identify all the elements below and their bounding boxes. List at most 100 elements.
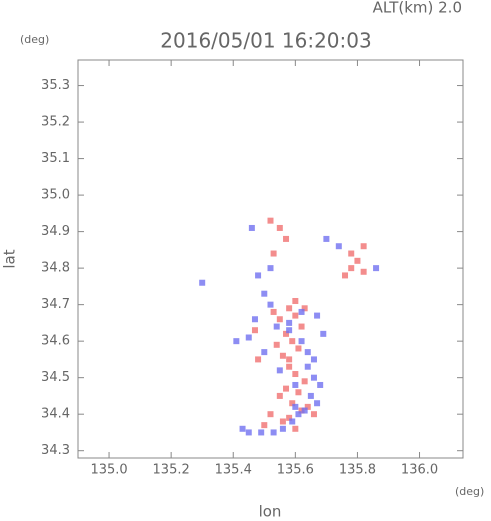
radar-pixel <box>304 349 311 356</box>
radar-pixel <box>301 305 308 312</box>
y-tick-label: 34.4 <box>41 407 70 422</box>
radar-pixel <box>261 290 268 297</box>
radar-pixel <box>248 224 255 231</box>
radar-pixel <box>298 323 305 330</box>
radar-pixel <box>314 400 321 407</box>
radar-pixel <box>317 381 324 388</box>
radar-pixel <box>292 425 299 432</box>
radar-pixel <box>298 308 305 315</box>
radar-pixel <box>261 349 268 356</box>
radar-pixel <box>295 345 302 352</box>
radar-pixel <box>251 316 258 323</box>
y-tick-label: 34.9 <box>41 224 70 239</box>
radar-pixel <box>255 272 262 279</box>
radar-pixel <box>276 316 283 323</box>
radar-pixel <box>245 334 252 341</box>
radar-pixel <box>283 385 290 392</box>
radar-pixel <box>307 392 314 399</box>
radar-pixel <box>289 418 296 425</box>
radar-pixel <box>261 422 268 429</box>
radar-pixel <box>292 312 299 319</box>
radar-pixel <box>360 243 367 250</box>
radar-pixel <box>276 224 283 231</box>
radar-pixel <box>292 297 299 304</box>
radar-pixel <box>348 250 355 257</box>
radar-pixel <box>276 392 283 399</box>
plot-frame <box>77 59 464 459</box>
x-tick-label: 136.0 <box>401 463 438 478</box>
radar-pixel <box>267 217 274 224</box>
y-tick-label: 35.3 <box>41 78 70 93</box>
radar-pixel <box>279 418 286 425</box>
radar-pixel <box>245 429 252 436</box>
y-unit: (deg) <box>20 33 49 46</box>
radar-pixel <box>289 400 296 407</box>
radar-pixel <box>273 323 280 330</box>
altitude-label: ALT(km) 2.0 <box>373 0 462 17</box>
radar-pixel <box>304 403 311 410</box>
radar-pixel <box>258 429 265 436</box>
radar-pixel <box>286 363 293 370</box>
radar-pixel <box>255 356 262 363</box>
radar-pixel <box>373 265 380 272</box>
radar-pixel <box>301 407 308 414</box>
radar-pixel <box>342 272 349 279</box>
radar-pixel <box>348 265 355 272</box>
y-tick-label: 35.1 <box>41 151 70 166</box>
radar-pixel <box>286 305 293 312</box>
radar-pixel <box>292 403 299 410</box>
radar-pixel <box>354 257 361 264</box>
radar-pixel <box>323 235 330 242</box>
radar-pixel <box>301 378 308 385</box>
y-tick-label: 34.5 <box>41 370 70 385</box>
radar-pixel <box>283 330 290 337</box>
radar-pixel <box>273 341 280 348</box>
x-unit: (deg) <box>455 485 484 498</box>
x-tick-label: 135.8 <box>339 463 376 478</box>
radar-pixel <box>314 312 321 319</box>
y-tick-label: 34.6 <box>41 334 70 349</box>
radar-pixel <box>283 235 290 242</box>
radar-pixel <box>295 389 302 396</box>
radar-pixel <box>295 411 302 418</box>
y-tick-label: 35.0 <box>41 188 70 203</box>
radar-pixel <box>286 327 293 334</box>
x-tick-label: 135.6 <box>277 463 314 478</box>
radar-pixel <box>267 301 274 308</box>
radar-pixel <box>270 250 277 257</box>
radar-pixel <box>233 338 240 345</box>
radar-pixel <box>304 363 311 370</box>
radar-pixel <box>320 330 327 337</box>
radar-pixel <box>289 338 296 345</box>
radar-pixel <box>298 407 305 414</box>
x-tick-label: 135.2 <box>153 463 190 478</box>
radar-pixel <box>279 352 286 359</box>
radar-pixel <box>279 425 286 432</box>
radar-pixel <box>276 367 283 374</box>
radar-pixel <box>270 429 277 436</box>
y-tick-label: 34.7 <box>41 297 70 312</box>
radar-pixel <box>310 411 317 418</box>
radar-pixel <box>286 414 293 421</box>
radar-pixel <box>251 327 258 334</box>
radar-pixel <box>298 338 305 345</box>
x-tick-label: 135.4 <box>215 463 252 478</box>
radar-pixel <box>286 319 293 326</box>
radar-pixel <box>239 425 246 432</box>
radar-pixel <box>267 411 274 418</box>
radar-pixel <box>292 381 299 388</box>
radar-pixel <box>270 308 277 315</box>
radar-pixel <box>360 268 367 275</box>
y-tick-label: 35.2 <box>41 115 70 130</box>
radar-pixel <box>335 243 342 250</box>
radar-pixel <box>292 371 299 378</box>
radar-pixel <box>199 279 206 286</box>
radar-pixel <box>310 356 317 363</box>
y-tick-label: 34.3 <box>41 443 70 458</box>
chart-title: 2016/05/01 16:20:03 <box>160 29 371 53</box>
x-tick-label: 135.0 <box>90 463 127 478</box>
radar-pixel <box>267 265 274 272</box>
y-axis-label: lat <box>1 249 19 268</box>
radar-pixel <box>310 374 317 381</box>
